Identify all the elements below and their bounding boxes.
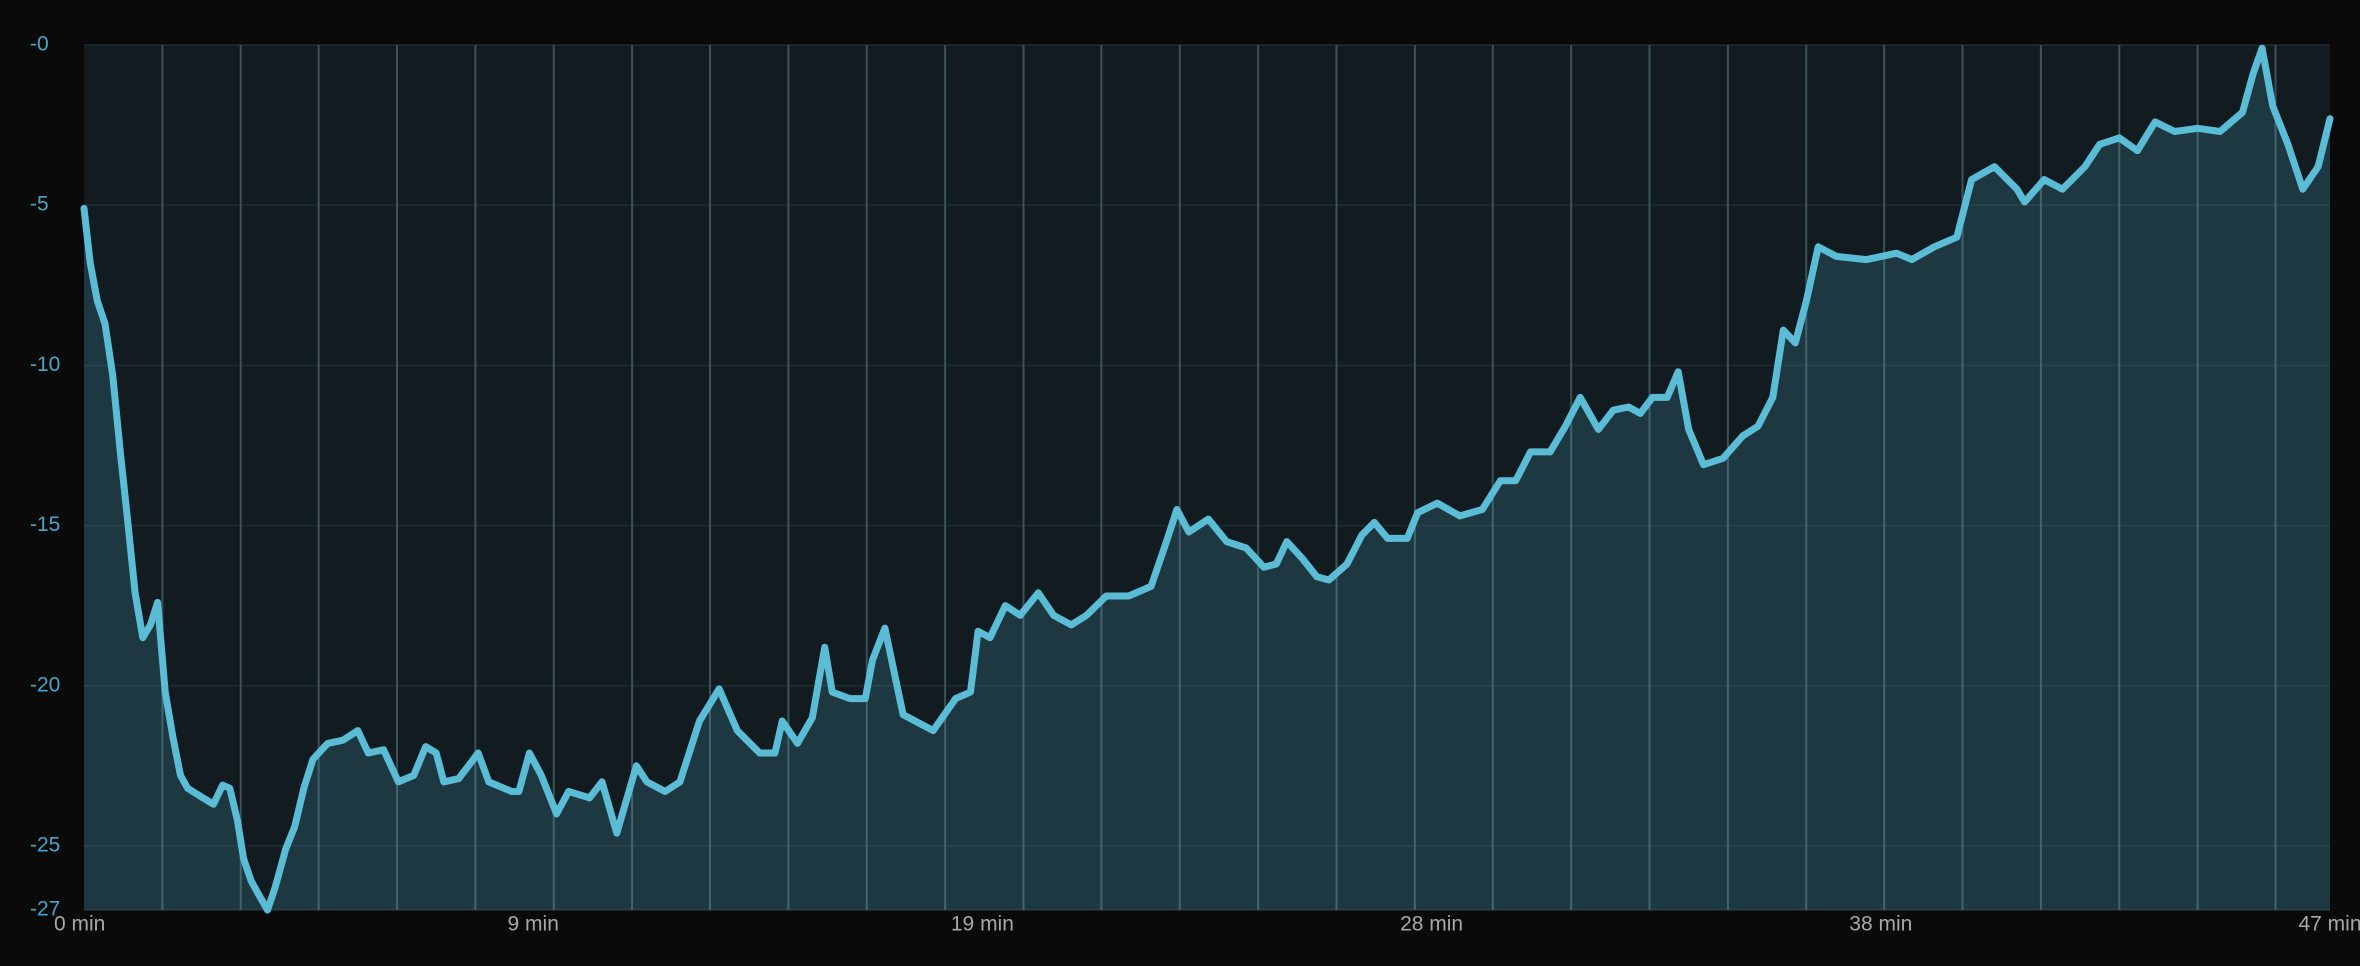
y-tick-label: -15: [30, 513, 60, 536]
x-tick-label: 0 min: [54, 913, 105, 936]
x-tick-label: 47 min: [2298, 913, 2360, 936]
x-tick-label: 38 min: [1849, 913, 1912, 936]
y-tick-label: -25: [30, 833, 60, 856]
area-fill: [84, 48, 2330, 910]
line: [80, 44, 2334, 914]
x-tick-label: 28 min: [1400, 913, 1463, 936]
plot-area: [84, 45, 2330, 910]
y-tick-label: -10: [30, 353, 60, 376]
x-tick-label: 9 min: [508, 913, 559, 936]
y-tick-label: -20: [30, 673, 60, 696]
y-tick-label: -5: [30, 193, 49, 216]
x-tick-label: 19 min: [951, 913, 1014, 936]
y-tick-label: -0: [30, 33, 49, 56]
y-tick-label: -27: [30, 898, 60, 921]
